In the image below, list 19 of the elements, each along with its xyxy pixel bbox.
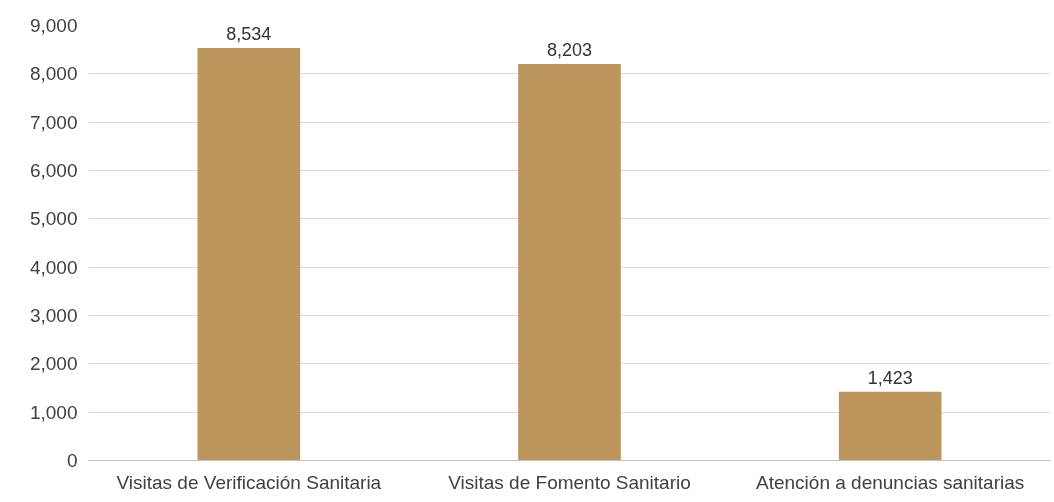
y-tick-label: 6,000: [29, 160, 78, 181]
bar: [197, 48, 301, 461]
y-tick-label: 8,000: [29, 63, 78, 85]
data-label: 1,423: [867, 367, 913, 388]
data-label: 8,203: [546, 40, 593, 61]
x-tick-label: Visitas de Verificación Sanitaria: [116, 471, 382, 493]
y-tick-label: 0: [66, 450, 78, 471]
bar: [518, 64, 621, 461]
x-tick-label: Atención a denuncias sanitarias: [756, 471, 1025, 493]
bar: [838, 391, 942, 461]
x-tick-label: Visitas de Fomento Sanitario: [448, 471, 691, 493]
y-tick-label: 1,000: [29, 401, 78, 423]
y-tick-label: 3,000: [29, 305, 78, 326]
y-tick-label: 4,000: [29, 256, 78, 278]
y-tick-label: 2,000: [29, 353, 78, 375]
y-tick-label: 7,000: [29, 111, 78, 133]
y-tick-label: 9,000: [29, 15, 78, 36]
data-label: 8,534: [226, 24, 272, 45]
y-tick-label: 5,000: [29, 208, 78, 230]
